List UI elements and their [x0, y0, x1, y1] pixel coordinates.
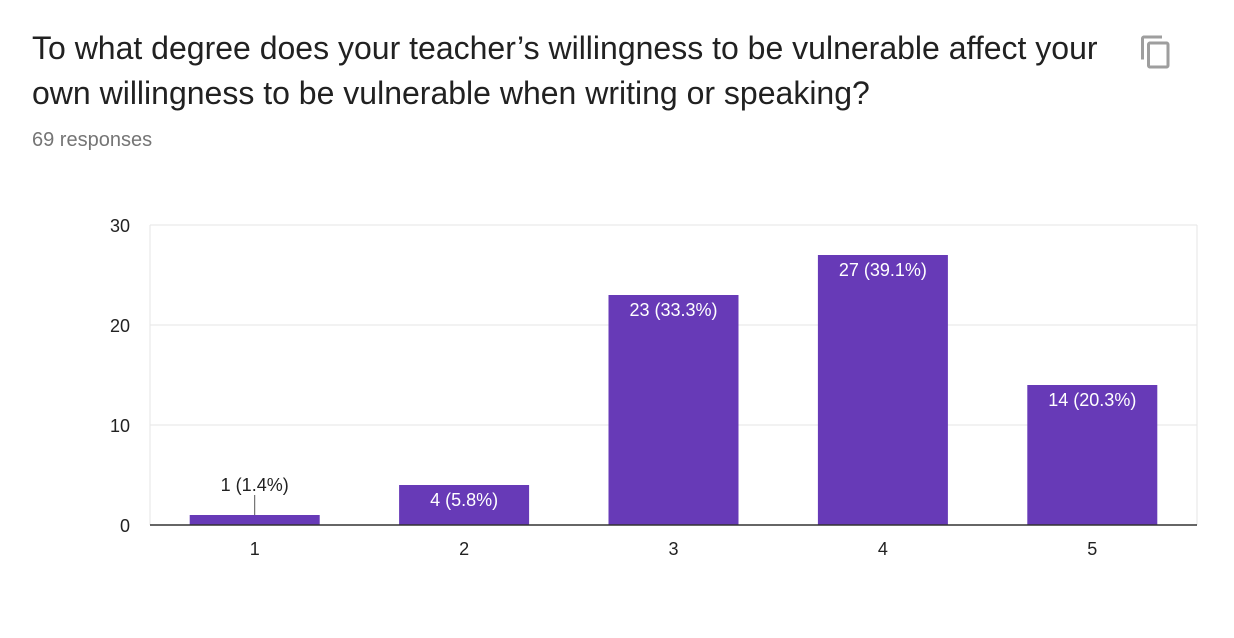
copy-icon[interactable]: [1138, 34, 1174, 70]
bar: [817, 255, 948, 525]
bar: [189, 515, 320, 525]
data-label: 14 (20.3%): [1048, 390, 1136, 410]
x-tick-label: 5: [1087, 539, 1097, 559]
bar: [608, 295, 739, 525]
x-tick-label: 4: [878, 539, 888, 559]
bar: [1027, 385, 1158, 525]
y-tick-label: 10: [110, 416, 130, 436]
response-count: 69 responses: [32, 129, 153, 151]
data-label: 4 (5.8%): [430, 490, 498, 510]
y-tick-label: 30: [110, 216, 130, 236]
data-label: 23 (33.3%): [629, 300, 717, 320]
data-label: 1 (1.4%): [221, 475, 289, 495]
y-tick-label: 0: [120, 516, 130, 536]
x-tick-label: 3: [668, 539, 678, 559]
y-tick-label: 20: [110, 316, 130, 336]
data-label: 27 (39.1%): [839, 260, 927, 280]
question-title: To what degree does your teacher’s willi…: [32, 30, 1098, 111]
x-tick-label: 2: [459, 539, 469, 559]
x-tick-label: 1: [250, 539, 260, 559]
bar: [399, 485, 530, 525]
